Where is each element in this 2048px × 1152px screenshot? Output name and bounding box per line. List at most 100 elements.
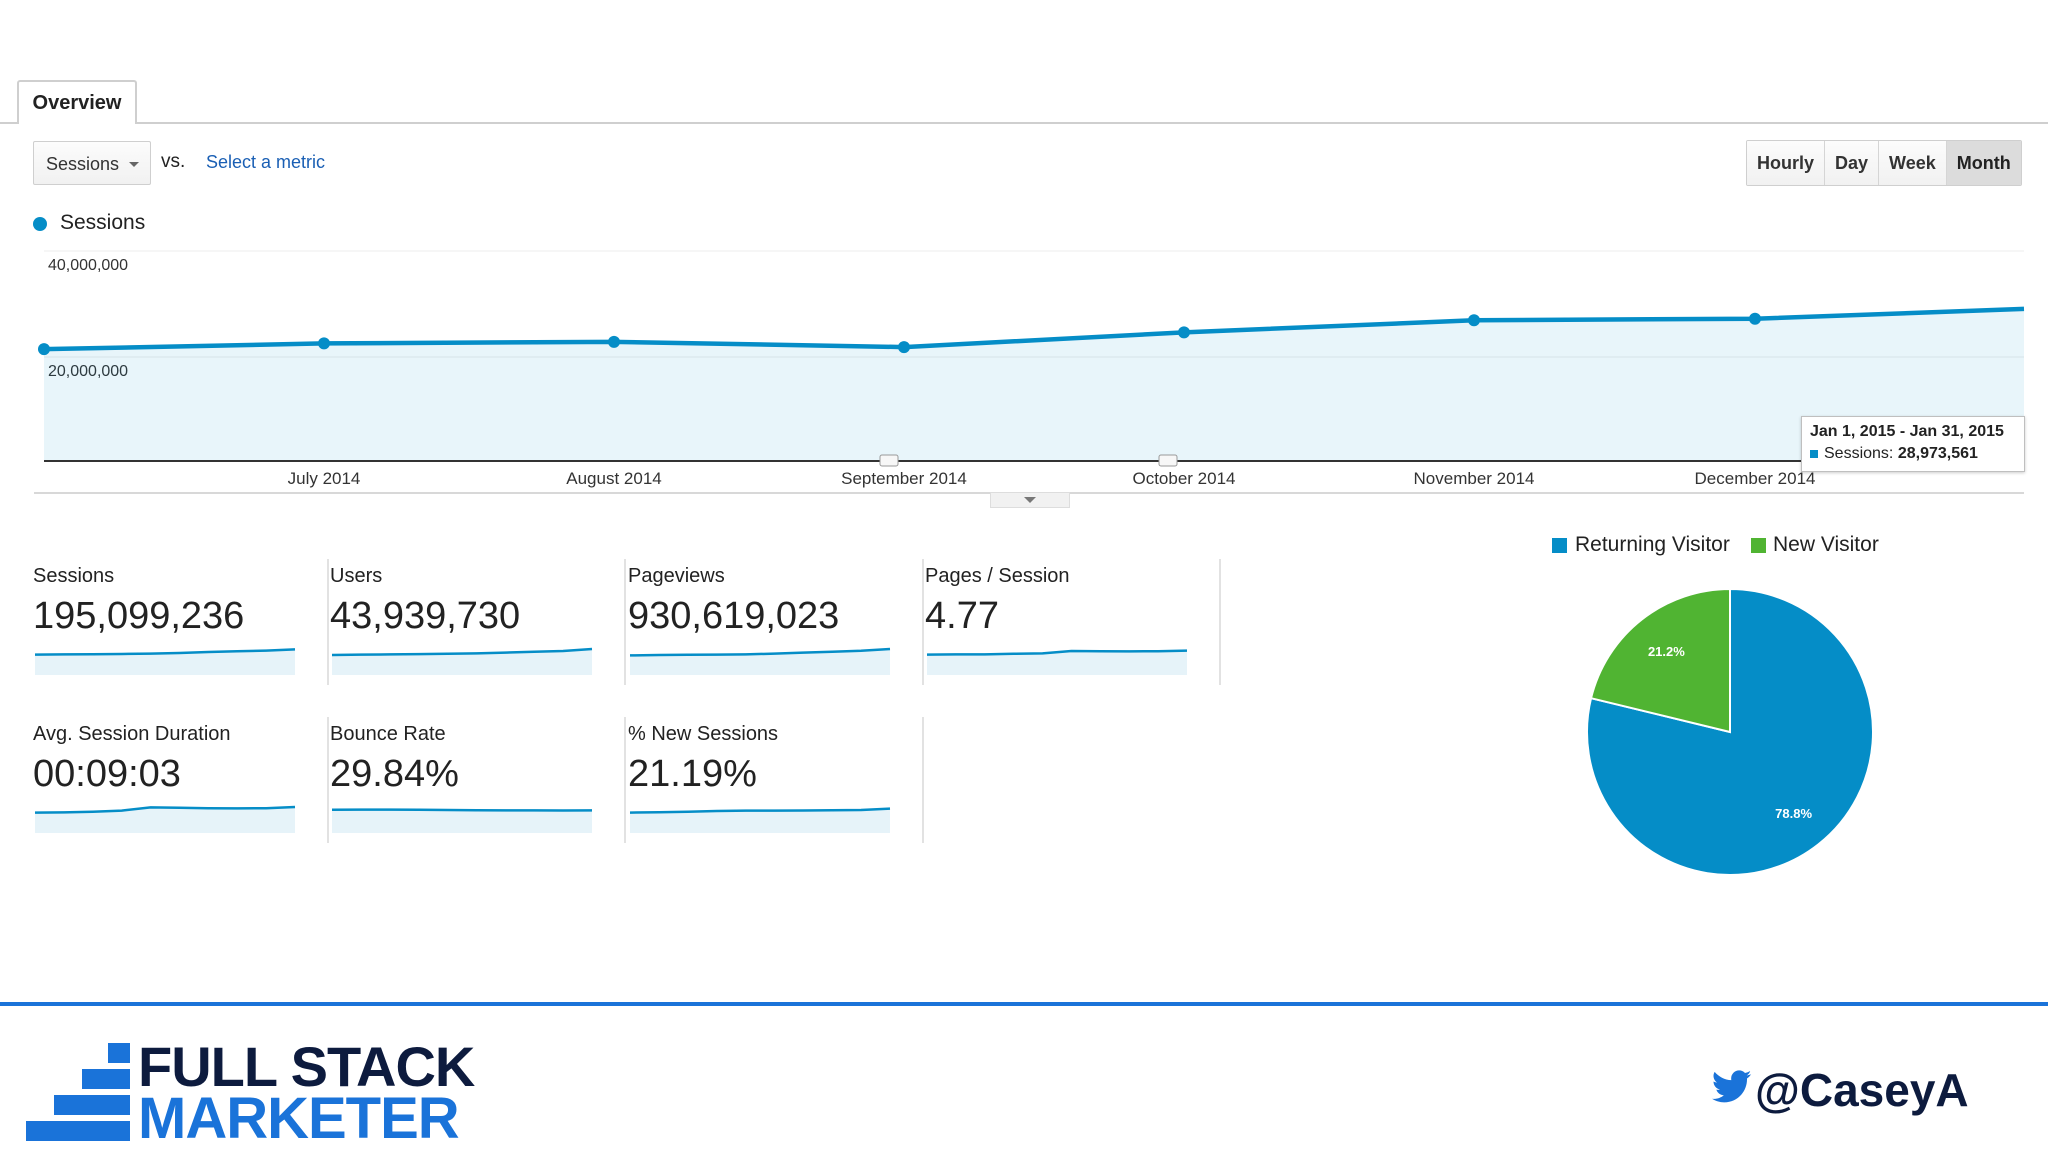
pie-legend-returning-label: Returning Visitor [1575, 533, 1730, 556]
banner-rule [0, 1002, 2048, 1006]
metric-select-value: Sessions [46, 154, 120, 174]
y-tick-label: 40,000,000 [48, 257, 128, 274]
scorecard-divider [1219, 559, 1221, 685]
granularity-toggle: Hourly Day Week Month [1746, 140, 2022, 186]
data-point[interactable] [1178, 326, 1190, 339]
x-tick-label: August 2014 [566, 469, 661, 488]
annotation-marker[interactable] [879, 454, 899, 467]
brand-name-line2: MARKETER [138, 1086, 460, 1151]
tooltip-series-swatch [1810, 449, 1818, 458]
scorecard-value: 43,939,730 [330, 595, 521, 637]
pie-slice-label: 78.8% [1775, 806, 1812, 821]
pie-legend-new-label: New Visitor [1773, 533, 1879, 556]
scorecard-value: 21.19% [628, 753, 757, 795]
chevron-down-icon [129, 162, 139, 167]
annotation-icon[interactable] [1158, 454, 1178, 467]
sessions-area [44, 308, 2024, 461]
data-point[interactable] [608, 335, 620, 348]
twitter-bird-icon [1712, 1070, 1752, 1103]
tooltip-value: 28,973,561 [1897, 445, 1978, 462]
scorecard-pageviews: Pageviews 930,619,023 [628, 559, 924, 689]
data-point[interactable] [38, 343, 50, 356]
scorecard-value: 00:09:03 [33, 753, 181, 795]
tooltip-range: Jan 1, 2015 - Jan 31, 2015 [1810, 423, 2004, 440]
pie-slice-new-visitor[interactable] [1589, 587, 1731, 734]
sessions-line [43, 306, 2025, 352]
legend-sessions-label: Sessions [60, 211, 146, 234]
tooltip-value-row: Sessions: 28,973,561 [1810, 445, 2016, 463]
chevron-down-icon [1024, 497, 1036, 503]
data-point[interactable] [1468, 314, 1480, 327]
scorecard-new-sessions: % New Sessions 21.19% [628, 717, 924, 847]
pie-slice-label: 21.2% [1648, 644, 1685, 659]
scorecard-label: % New Sessions [628, 723, 779, 745]
sparkline-line [34, 648, 296, 656]
week-button[interactable]: Week [1879, 141, 1947, 185]
sparkline-line [629, 807, 891, 814]
data-point[interactable] [318, 337, 330, 350]
annotation-icon[interactable] [879, 454, 899, 467]
tooltip-label: Sessions: [1824, 445, 1894, 462]
scorecard-label: Avg. Session Duration [33, 723, 231, 745]
sparkline-line [926, 649, 1188, 656]
legend-sessions-dot [33, 217, 47, 231]
visitor-type-pie-chart: 78.8% 21.2% [1586, 587, 1874, 876]
scorecard-users: Users 43,939,730 [330, 559, 626, 689]
data-point[interactable] [1749, 312, 1761, 325]
sparkline-area [35, 807, 295, 833]
scorecard-sparkline [629, 647, 891, 675]
scorecard-bounce-rate: Bounce Rate 29.84% [330, 717, 626, 847]
scorecard-divider [327, 559, 329, 685]
scorecard-sparkline [331, 808, 593, 833]
chart-tooltip: Jan 1, 2015 - Jan 31, 2015 Sessions: 28,… [1801, 416, 2025, 472]
chart-collapse-toggle[interactable] [990, 492, 1070, 508]
y-tick-label: 20,000,000 [48, 363, 128, 380]
month-button[interactable]: Month [1946, 141, 2021, 185]
sparkline-line [629, 647, 891, 657]
sparkline-area [332, 809, 592, 833]
full-stack-marketer-logo-mark [26, 1043, 130, 1141]
scorecard-sessions: Sessions 195,099,236 [33, 559, 329, 689]
sparkline-area [35, 649, 295, 675]
scorecard-divider [624, 717, 626, 843]
pie-legend-returning-swatch [1552, 538, 1567, 553]
x-tick-label: September 2014 [841, 469, 967, 488]
scorecard-divider [922, 717, 924, 843]
select-metric-link[interactable]: Select a metric [206, 152, 326, 172]
scorecard-divider [922, 559, 924, 685]
tab-overview[interactable]: Overview [17, 80, 137, 124]
sparkline-line [331, 808, 593, 812]
data-point[interactable] [898, 341, 910, 354]
scorecard-label: Pageviews [628, 565, 725, 587]
sparkline-area [927, 650, 1187, 675]
scorecard-sparkline [34, 805, 296, 833]
scorecard-value: 195,099,236 [33, 595, 245, 637]
hourly-button[interactable]: Hourly [1747, 141, 1826, 185]
vs-label: vs. [161, 151, 186, 172]
sessions-line-chart: 40,000,000 20,000,000 July 2014 August 2… [34, 250, 2025, 494]
scorecard-pages-per-session: Pages / Session 4.77 [925, 559, 1221, 689]
sparkline-line [331, 647, 593, 657]
brand-name-line1: FULL STACK [138, 1035, 475, 1098]
twitter-handle: @CaseyA [1755, 1064, 1969, 1116]
data-points [38, 312, 1761, 356]
scorecard-value: 930,619,023 [628, 595, 840, 637]
scorecard-value: 29.84% [330, 753, 459, 795]
scorecard-divider [327, 717, 329, 843]
sparkline-line [34, 805, 296, 814]
pie-legend-new-swatch [1751, 538, 1766, 553]
tab-divider-cover [19, 120, 131, 126]
annotation-marker[interactable] [1158, 454, 1178, 467]
x-tick-label: November 2014 [1414, 469, 1535, 488]
scorecard-label: Pages / Session [925, 565, 1070, 587]
day-button[interactable]: Day [1825, 141, 1880, 185]
metric-select[interactable]: Sessions [33, 141, 151, 185]
scorecard-value: 4.77 [925, 595, 999, 637]
scorecard-label: Bounce Rate [330, 723, 446, 745]
x-tick-label: December 2014 [1695, 469, 1816, 488]
x-tick-label: July 2014 [288, 469, 361, 488]
scorecard-sparkline [629, 807, 891, 833]
scorecard-avg-session-duration: Avg. Session Duration 00:09:03 [33, 717, 329, 847]
sparkline-area [630, 808, 890, 833]
scorecard-sparkline [926, 649, 1188, 675]
